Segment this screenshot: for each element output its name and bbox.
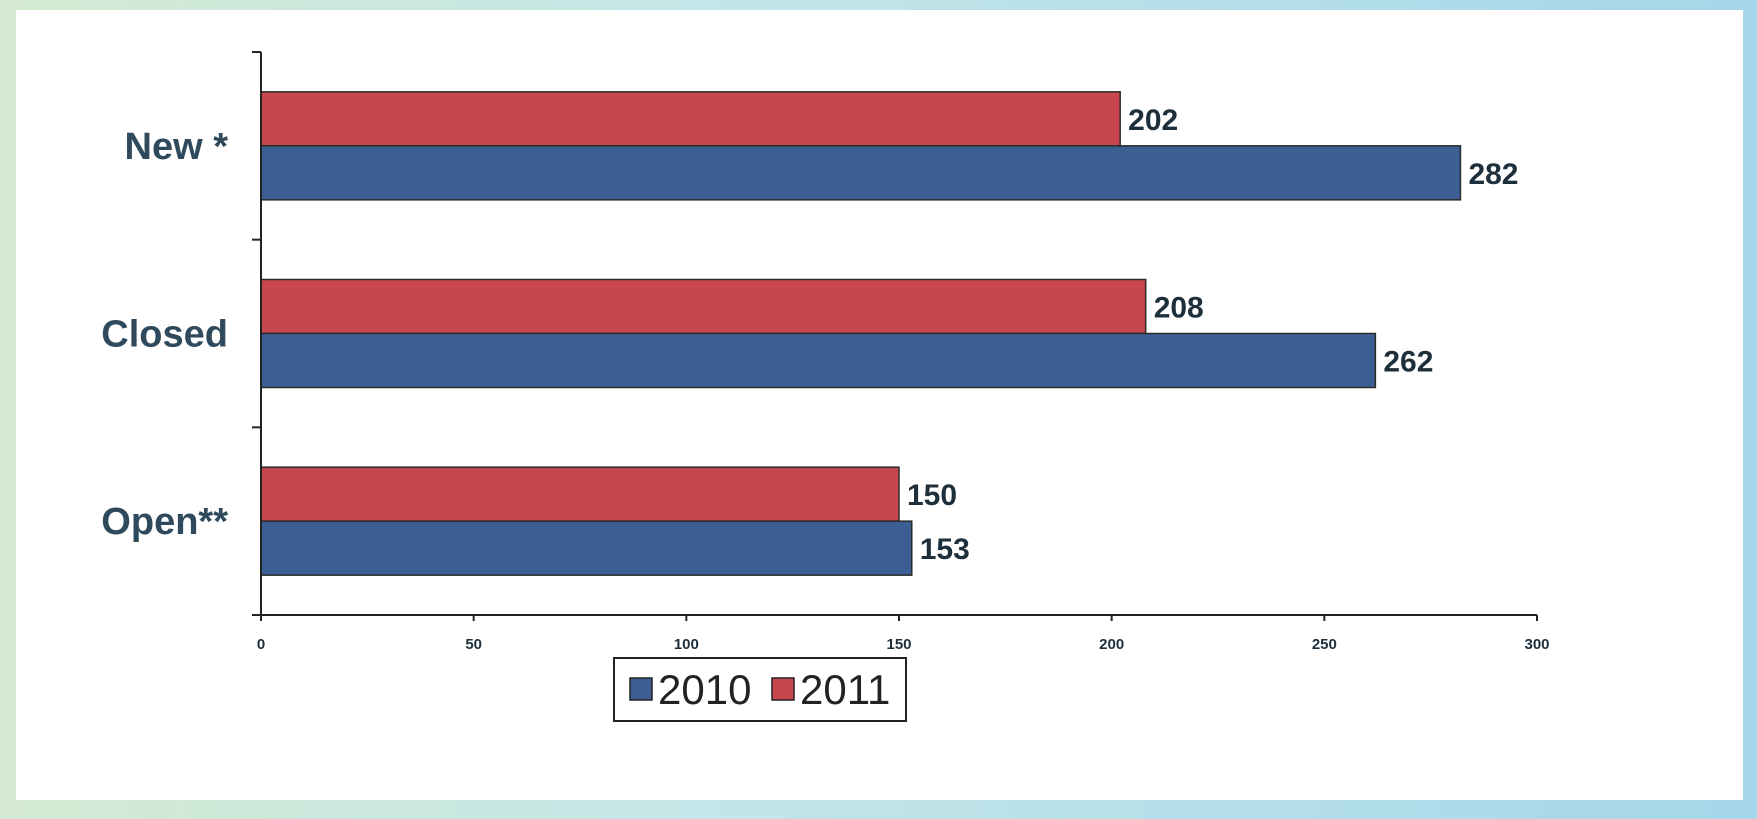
value-label-2011-0: 202 <box>1128 104 1178 137</box>
value-label-2010-2: 153 <box>920 533 970 566</box>
bar-2011-0 <box>260 91 1121 147</box>
x-tick-label-5: 250 <box>1312 636 1337 653</box>
bar-2011-1 <box>260 278 1147 335</box>
bar-2010-1 <box>260 332 1377 389</box>
bar-2010-2 <box>260 520 913 576</box>
legend-label-2010: 2010 <box>658 666 751 713</box>
x-tick-label-2: 100 <box>674 636 699 653</box>
x-tick-label-1: 50 <box>465 636 482 653</box>
x-tick-label-0: 0 <box>257 636 265 653</box>
value-label-2011-2: 150 <box>907 479 957 512</box>
legend-label-2011: 2011 <box>800 666 890 713</box>
value-label-2011-1: 208 <box>1154 292 1204 325</box>
category-label-1: Closed <box>101 314 228 356</box>
chart-panel: 202 282 New * 208 262 Closed 150 153 Open** 0 50 10… <box>16 10 1743 800</box>
category-label-2: Open** <box>101 501 228 543</box>
legend-box <box>613 657 907 722</box>
x-tick-label-3: 150 <box>886 636 911 653</box>
legend-swatch-2010 <box>629 677 653 701</box>
x-tick-label-6: 300 <box>1524 636 1549 653</box>
category-label-0: New * <box>125 126 229 168</box>
value-label-2010-1: 262 <box>1383 346 1433 379</box>
x-tick-label-4: 200 <box>1099 636 1124 653</box>
bar-chart: 202 282 New * 208 262 Closed 150 153 Open** 0 50 10… <box>101 51 1550 722</box>
legend-swatch-2011 <box>771 677 795 701</box>
bar-2011-2 <box>260 466 900 522</box>
value-label-2010-0: 282 <box>1468 158 1518 191</box>
bar-2010-0 <box>260 145 1462 201</box>
